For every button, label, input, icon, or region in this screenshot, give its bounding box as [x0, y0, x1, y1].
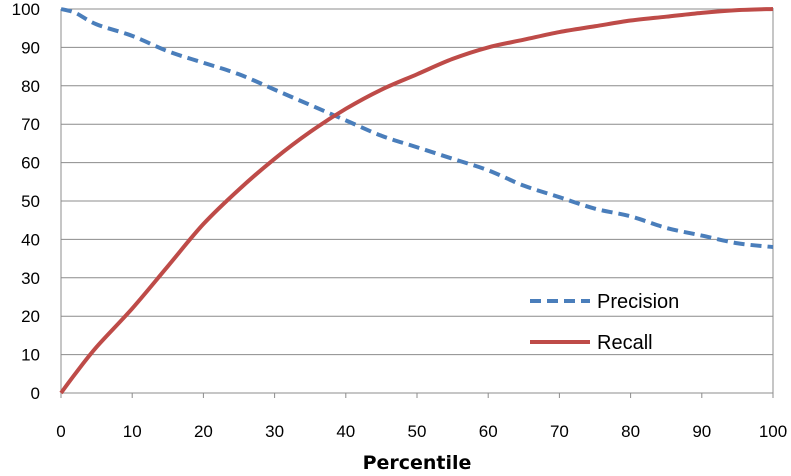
- x-axis-tick-labels: 0 10 20 30 40 50 60 70 80 90 100: [56, 422, 787, 441]
- x-axis-title: Percentile: [363, 452, 472, 474]
- y-tick-label: 90: [21, 38, 40, 57]
- x-tick-label: 50: [408, 422, 427, 441]
- y-tick-label: 40: [21, 230, 40, 249]
- y-tick-label: 60: [21, 154, 40, 173]
- axes: [60, 8, 774, 398]
- legend-label-recall: Recall: [597, 332, 653, 354]
- x-tick-label: 60: [479, 422, 498, 441]
- x-tick-label: 0: [56, 422, 65, 441]
- x-tick-label: 40: [336, 422, 355, 441]
- x-tick-label: 30: [265, 422, 284, 441]
- y-tick-label: 50: [21, 192, 40, 211]
- x-tick-label: 20: [194, 422, 213, 441]
- y-tick-label: 10: [21, 346, 40, 365]
- y-tick-label: 80: [21, 77, 40, 96]
- y-tick-label: 100: [12, 0, 40, 19]
- gridlines: [61, 8, 773, 356]
- y-tick-label: 70: [21, 115, 40, 134]
- series-line-precision: [60, 7, 774, 250]
- series-line-recall: [59, 7, 774, 395]
- series-lines: [59, 7, 774, 395]
- x-tick-label: 90: [692, 422, 711, 441]
- y-axis-tick-labels: 0 10 20 30 40 50 60 70 80 90 100: [12, 0, 40, 403]
- x-tick-label: 80: [621, 422, 640, 441]
- legend-label-precision: Precision: [597, 291, 679, 313]
- legend: Precision Recall: [530, 291, 679, 354]
- y-tick-label: 20: [21, 307, 40, 326]
- y-tick-label: 30: [21, 269, 40, 288]
- x-tick-label: 100: [759, 422, 787, 441]
- x-tick-label: 70: [550, 422, 569, 441]
- x-tick-label: 10: [123, 422, 142, 441]
- y-tick-label: 0: [31, 384, 40, 403]
